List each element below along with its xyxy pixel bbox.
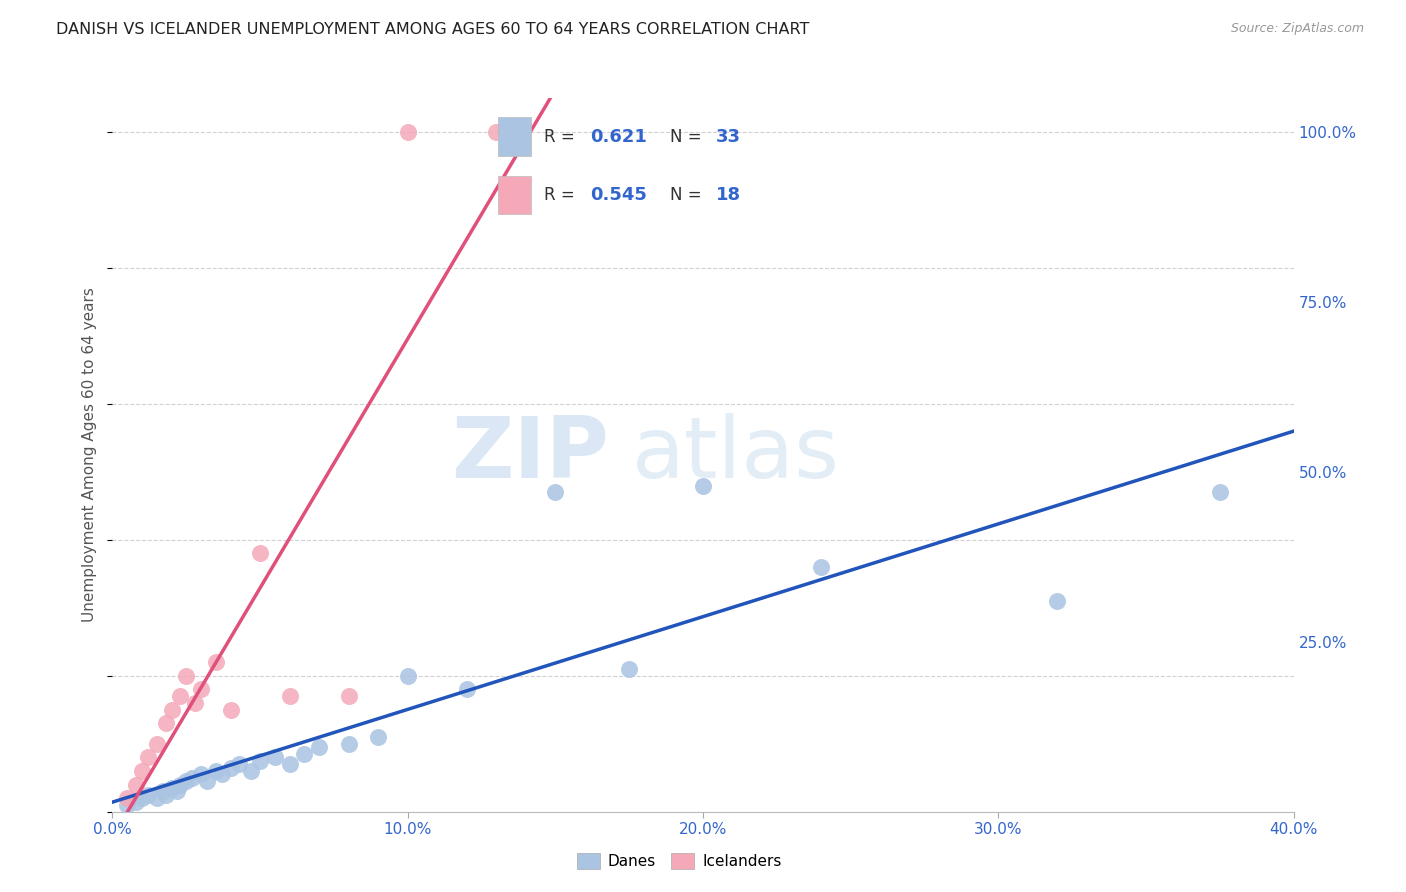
Point xyxy=(155,788,177,802)
Point xyxy=(544,485,567,500)
Point xyxy=(152,784,174,798)
Point xyxy=(692,478,714,492)
Point xyxy=(125,795,148,809)
Point xyxy=(249,546,271,560)
Point xyxy=(485,125,508,139)
Point xyxy=(184,696,207,710)
Point xyxy=(308,740,330,755)
Point xyxy=(396,669,419,683)
Text: DANISH VS ICELANDER UNEMPLOYMENT AMONG AGES 60 TO 64 YEARS CORRELATION CHART: DANISH VS ICELANDER UNEMPLOYMENT AMONG A… xyxy=(56,22,810,37)
Point xyxy=(195,774,218,789)
Point xyxy=(228,757,250,772)
Point xyxy=(292,747,315,761)
Point xyxy=(131,764,153,778)
Point xyxy=(136,750,159,764)
Point xyxy=(240,764,263,778)
Point xyxy=(205,655,228,669)
Point xyxy=(160,703,183,717)
Point xyxy=(278,757,301,772)
Point xyxy=(146,737,169,751)
Point xyxy=(169,689,191,703)
Point xyxy=(456,682,478,697)
Point xyxy=(278,689,301,703)
Point xyxy=(146,791,169,805)
Point xyxy=(1208,485,1232,500)
Point xyxy=(174,669,197,683)
Point xyxy=(131,791,153,805)
Text: Source: ZipAtlas.com: Source: ZipAtlas.com xyxy=(1230,22,1364,36)
Y-axis label: Unemployment Among Ages 60 to 64 years: Unemployment Among Ages 60 to 64 years xyxy=(82,287,97,623)
Point xyxy=(117,791,138,805)
Point xyxy=(810,560,832,574)
Point xyxy=(367,730,389,744)
Legend: Danes, Icelanders: Danes, Icelanders xyxy=(571,847,787,875)
Point xyxy=(396,125,419,139)
Point xyxy=(190,767,212,781)
Text: atlas: atlas xyxy=(633,413,841,497)
Point xyxy=(1046,594,1069,608)
Point xyxy=(117,797,138,812)
Point xyxy=(174,774,197,789)
Point xyxy=(337,689,360,703)
Point xyxy=(190,682,212,697)
Point xyxy=(211,767,233,781)
Point xyxy=(166,784,188,798)
Point xyxy=(181,771,204,785)
Point xyxy=(219,760,242,774)
Point xyxy=(169,778,191,792)
Point xyxy=(125,778,148,792)
Point xyxy=(264,750,287,764)
Point xyxy=(205,764,228,778)
Point xyxy=(249,754,271,768)
Text: ZIP: ZIP xyxy=(451,413,609,497)
Point xyxy=(219,703,242,717)
Point xyxy=(136,788,159,802)
Point xyxy=(337,737,360,751)
Point xyxy=(619,662,641,676)
Point xyxy=(160,780,183,795)
Point xyxy=(155,716,177,731)
